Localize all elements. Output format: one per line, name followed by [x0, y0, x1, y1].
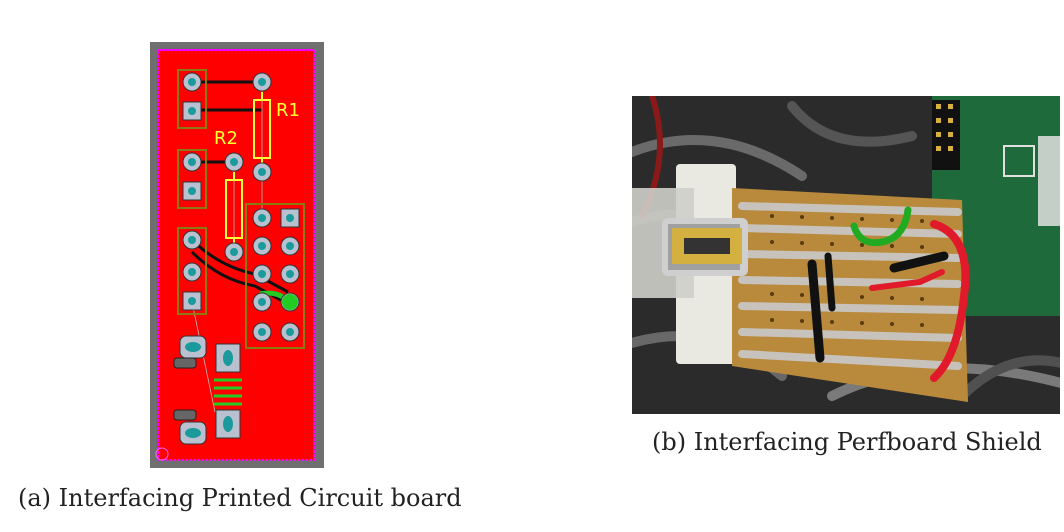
pcb-label-r2: R2: [214, 128, 238, 149]
perfboard-photo: [632, 96, 1060, 414]
figure-caption-a: (a) Interfacing Printed Circuit board: [18, 484, 462, 512]
pcb-layout-image: R1 R2: [150, 42, 324, 468]
pcb-label-r1: R1: [276, 100, 300, 121]
perfboard-drawing: [632, 96, 1060, 414]
figure-caption-b: (b) Interfacing Perfboard Shield: [652, 428, 1042, 456]
pcb-drawing: R1 R2: [150, 42, 324, 468]
